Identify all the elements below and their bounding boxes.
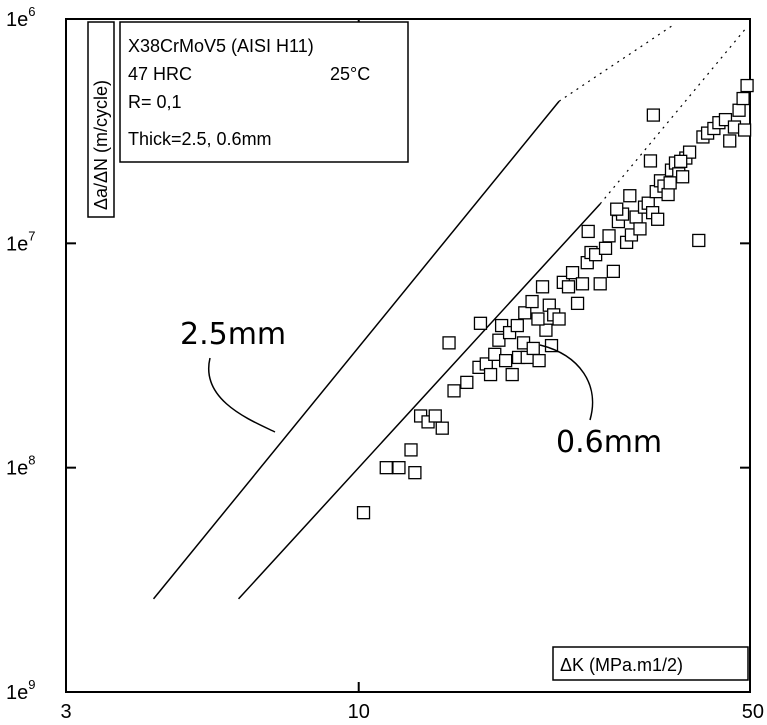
data-point: [732, 103, 746, 117]
data-point: [565, 266, 580, 280]
y-tick-label-exp: 7: [28, 228, 35, 243]
data-point: [492, 333, 506, 347]
data-point: [544, 338, 559, 353]
data-point: [408, 466, 422, 480]
data-point: [646, 108, 661, 122]
legend-line-ratio: R= 0,1: [128, 92, 182, 112]
data-point: [518, 306, 532, 320]
y-tick-label-2: 1e8: [6, 453, 35, 480]
data-point: [510, 318, 524, 333]
legend-line-hardness: 47 HRC: [128, 64, 192, 84]
data-point: [531, 312, 545, 326]
data-point: [570, 296, 585, 311]
data-point: [447, 384, 461, 398]
data-point: [602, 229, 616, 243]
x-axis-label: ΔK (MPa.m1/2): [560, 655, 683, 675]
data-point: [581, 224, 595, 239]
data-point: [473, 316, 488, 330]
data-point: [460, 375, 474, 390]
trend-line-1: [237, 203, 601, 600]
legend-line-thickness: Thick=2.5, 0.6mm: [128, 129, 272, 149]
y-tick-label-base: 1e: [6, 458, 28, 480]
x-axis-title: ΔK (MPa.m1/2): [552, 646, 749, 681]
y-tick-label-base: 1e: [6, 9, 28, 31]
data-point: [651, 212, 665, 226]
trend-lines: [152, 23, 746, 600]
data-point: [610, 202, 624, 216]
data-point: [575, 277, 590, 291]
data-point: [488, 347, 502, 361]
data-point: [692, 233, 706, 248]
data-point: [392, 461, 406, 475]
y-tick-label-exp: 6: [28, 4, 35, 19]
data-point: [525, 294, 539, 309]
y-tick-label-exp: 8: [28, 453, 35, 468]
data-point: [404, 443, 418, 457]
data-point: [623, 189, 637, 203]
y-axis-label: Δa/ΔN (m/cycle): [91, 80, 111, 210]
data-point: [505, 367, 519, 382]
legend-box: [119, 21, 409, 163]
legend: X38CrMoV5 (AISI H11) 47 HRC 25°C R= 0,1 …: [119, 21, 409, 163]
data-point: [736, 91, 750, 106]
y-tick-label-0: 1e6: [6, 4, 35, 31]
legend-line-temperature: 25°C: [330, 64, 370, 84]
data-point: [442, 336, 456, 350]
data-point: [526, 341, 540, 356]
y-tick-label-1: 1e7: [6, 228, 35, 255]
trend-line-extension-1: [599, 28, 746, 205]
data-point: [593, 277, 607, 291]
data-point: [674, 154, 688, 168]
data-point: [379, 461, 393, 475]
y-axis-title: Δa/ΔN (m/cycle): [87, 21, 115, 218]
callout-0-6mm: 0.6mm: [539, 344, 662, 460]
y-tick-label-exp: 9: [28, 677, 35, 692]
callout-2-5mm: 2.5mm: [180, 317, 286, 433]
data-point: [661, 187, 675, 202]
data-point: [552, 312, 566, 326]
callout-label-2-5mm: 2.5mm: [180, 317, 286, 352]
x-axis-title-box: [552, 646, 749, 681]
axis-ticks: [65, 18, 751, 693]
data-point: [483, 367, 498, 382]
data-point: [723, 134, 737, 148]
data-point: [561, 280, 576, 294]
data-point: [435, 421, 449, 435]
trend-line-0: [152, 100, 560, 600]
x-tick-label-0: 3: [60, 701, 71, 723]
data-point: [598, 241, 613, 255]
y-tick-label-3: 1e9: [6, 677, 35, 704]
data-points: [356, 78, 754, 520]
callout-leader-0-6mm: [539, 344, 594, 421]
y-tick-label-base: 1e: [6, 233, 28, 255]
data-point: [498, 353, 513, 368]
callout-label-0-6mm: 0.6mm: [556, 425, 662, 460]
data-point: [356, 506, 371, 520]
data-point: [606, 264, 620, 279]
legend-line-material: X38CrMoV5 (AISI H11): [128, 36, 314, 56]
y-tick-label-base: 1e: [6, 682, 28, 704]
data-point: [535, 280, 550, 294]
data-point: [643, 154, 658, 168]
data-point: [737, 123, 752, 137]
y-axis-title-box: [87, 21, 115, 218]
data-point: [428, 409, 442, 423]
callout-leader-2-5mm: [207, 357, 276, 433]
x-tick-labels: 3 10 50: [60, 701, 764, 723]
x-tick-label-2: 50: [742, 701, 764, 723]
x-tick-label-1: 10: [348, 701, 370, 723]
data-point: [532, 353, 546, 368]
data-point: [663, 176, 677, 190]
data-point: [633, 222, 647, 236]
data-point: [539, 323, 553, 337]
data-point: [675, 170, 690, 184]
data-point: [740, 78, 754, 93]
